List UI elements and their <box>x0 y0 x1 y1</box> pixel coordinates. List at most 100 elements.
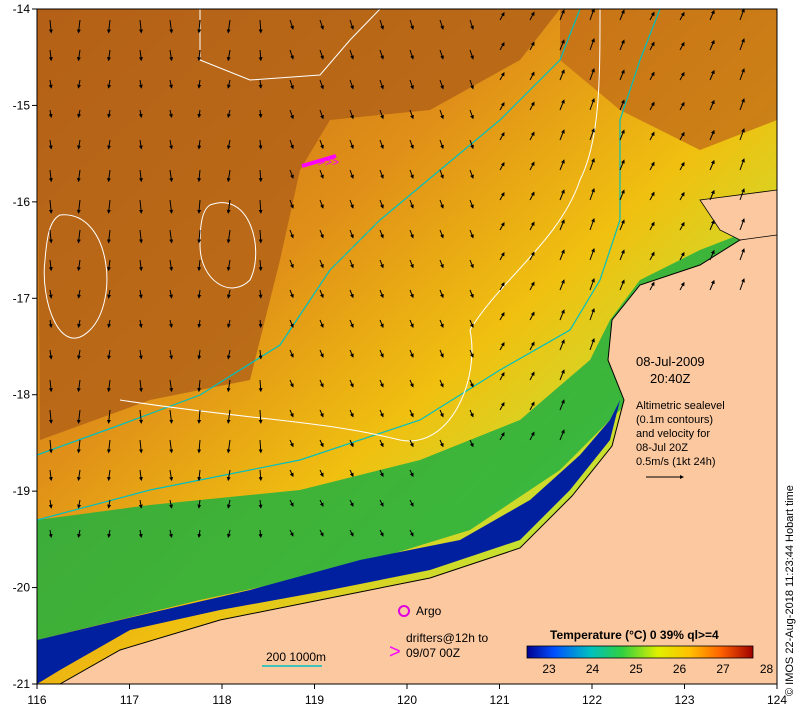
velocity-arrow <box>499 251 505 261</box>
velocity-arrow <box>289 259 294 269</box>
velocity-arrow <box>349 379 354 388</box>
colorbar-tick-label: 24 <box>586 662 600 676</box>
velocity-arrow <box>349 229 354 239</box>
velocity-arrow <box>499 431 505 441</box>
velocity-arrow <box>349 289 354 299</box>
velocity-arrow <box>739 38 745 51</box>
latitude-axis: -14 -15 -16 -17 -18 -19 -20 -21 <box>13 2 37 691</box>
velocity-arrow <box>439 19 444 30</box>
velocity-arrow <box>319 109 324 120</box>
colorbar-tick-label: 26 <box>673 662 687 676</box>
bathymetry-contour-1000m <box>37 9 581 456</box>
velocity-arrow <box>227 319 231 329</box>
velocity-arrow <box>227 109 231 119</box>
time-label: 20:40Z <box>650 371 691 386</box>
argo-label: Argo <box>416 604 442 618</box>
velocity-arrow <box>379 469 384 478</box>
velocity-arrow <box>409 139 414 150</box>
velocity-arrow <box>48 109 53 119</box>
velocity-arrow <box>226 259 231 272</box>
velocity-arrow <box>258 319 263 329</box>
velocity-arrow <box>469 259 474 269</box>
velocity-arrow <box>107 319 112 329</box>
velocity-arrow <box>197 349 202 360</box>
velocity-arrow <box>469 49 474 60</box>
velocity-arrow <box>559 69 565 81</box>
velocity-arrow <box>679 41 685 51</box>
velocity-arrow <box>139 19 143 34</box>
velocity-arrow <box>739 68 745 81</box>
velocity-arrow <box>619 129 625 141</box>
lat-tick-label: -15 <box>13 98 31 112</box>
velocity-arrow <box>48 229 53 244</box>
velocity-arrow <box>168 529 173 539</box>
velocity-arrow <box>258 139 263 150</box>
velocity-arrow <box>76 409 81 424</box>
velocity-arrow <box>258 409 263 424</box>
velocity-arrow <box>649 281 655 291</box>
velocity-arrow <box>289 349 294 358</box>
velocity-arrow <box>107 79 112 89</box>
velocity-arrow <box>439 319 444 329</box>
velocity-arrow <box>529 71 535 81</box>
velocity-arrow <box>319 529 324 537</box>
velocity-arrow <box>77 499 82 509</box>
velocity-arrow <box>139 229 143 244</box>
velocity-arrow <box>709 279 715 291</box>
velocity-arrow <box>197 319 202 329</box>
bathymetry-contour-200m <box>37 9 661 521</box>
velocity-arrow <box>469 109 474 120</box>
velocity-arrow <box>197 79 202 89</box>
velocity-arrow <box>258 529 263 539</box>
velocity-arrow <box>409 19 414 30</box>
lon-tick-label: 122 <box>582 693 602 707</box>
velocity-arrow <box>138 529 143 539</box>
velocity-arrow <box>258 49 263 62</box>
velocity-arrow <box>739 218 745 231</box>
velocity-arrow <box>289 529 294 537</box>
velocity-arrow <box>289 289 294 299</box>
velocity-arrow <box>499 371 505 381</box>
velocity-arrow <box>409 79 414 90</box>
velocity-arrow <box>258 169 263 183</box>
velocity-arrow <box>559 429 565 441</box>
date-label: 08-Jul-2009 <box>636 354 705 369</box>
velocity-arrow <box>529 371 535 381</box>
lon-tick-label: 124 <box>767 693 787 707</box>
velocity-arrow <box>319 469 324 478</box>
velocity-arrow <box>169 79 173 89</box>
lat-tick-label: -17 <box>13 291 31 305</box>
velocity-arrow <box>197 379 202 393</box>
velocity-arrow <box>559 189 565 201</box>
velocity-arrow <box>319 79 324 90</box>
velocity-arrow <box>258 199 263 214</box>
velocity-arrow <box>499 401 505 411</box>
velocity-arrow <box>379 439 384 448</box>
velocity-arrow <box>226 409 231 424</box>
velocity-arrow <box>379 109 384 120</box>
velocity-arrow <box>739 158 745 171</box>
velocity-arrow <box>559 309 565 321</box>
velocity-arrow <box>289 379 294 388</box>
velocity-arrow <box>258 79 263 89</box>
velocity-arrow <box>197 529 202 539</box>
velocity-arrow <box>739 248 745 261</box>
velocity-arrow <box>106 169 111 183</box>
credit-text: © IMOS 22-Aug-2018 11:23:44 Hobart time <box>784 485 796 696</box>
velocity-arrow <box>559 219 565 231</box>
velocity-arrow <box>529 281 535 291</box>
bathy-label: 200 1000m <box>266 650 327 664</box>
velocity-arrow <box>319 139 324 150</box>
velocity-arrow <box>226 499 231 509</box>
velocity-arrow <box>739 98 745 111</box>
velocity-arrow <box>107 469 111 482</box>
velocity-arrow <box>499 161 505 171</box>
velocity-arrow <box>48 49 53 62</box>
velocity-arrow <box>439 379 444 388</box>
velocity-arrow <box>349 19 354 30</box>
velocity-arrow <box>289 79 294 90</box>
lat-tick-label: -19 <box>13 484 31 498</box>
velocity-arrow <box>559 129 565 141</box>
velocity-arrow <box>379 49 384 60</box>
